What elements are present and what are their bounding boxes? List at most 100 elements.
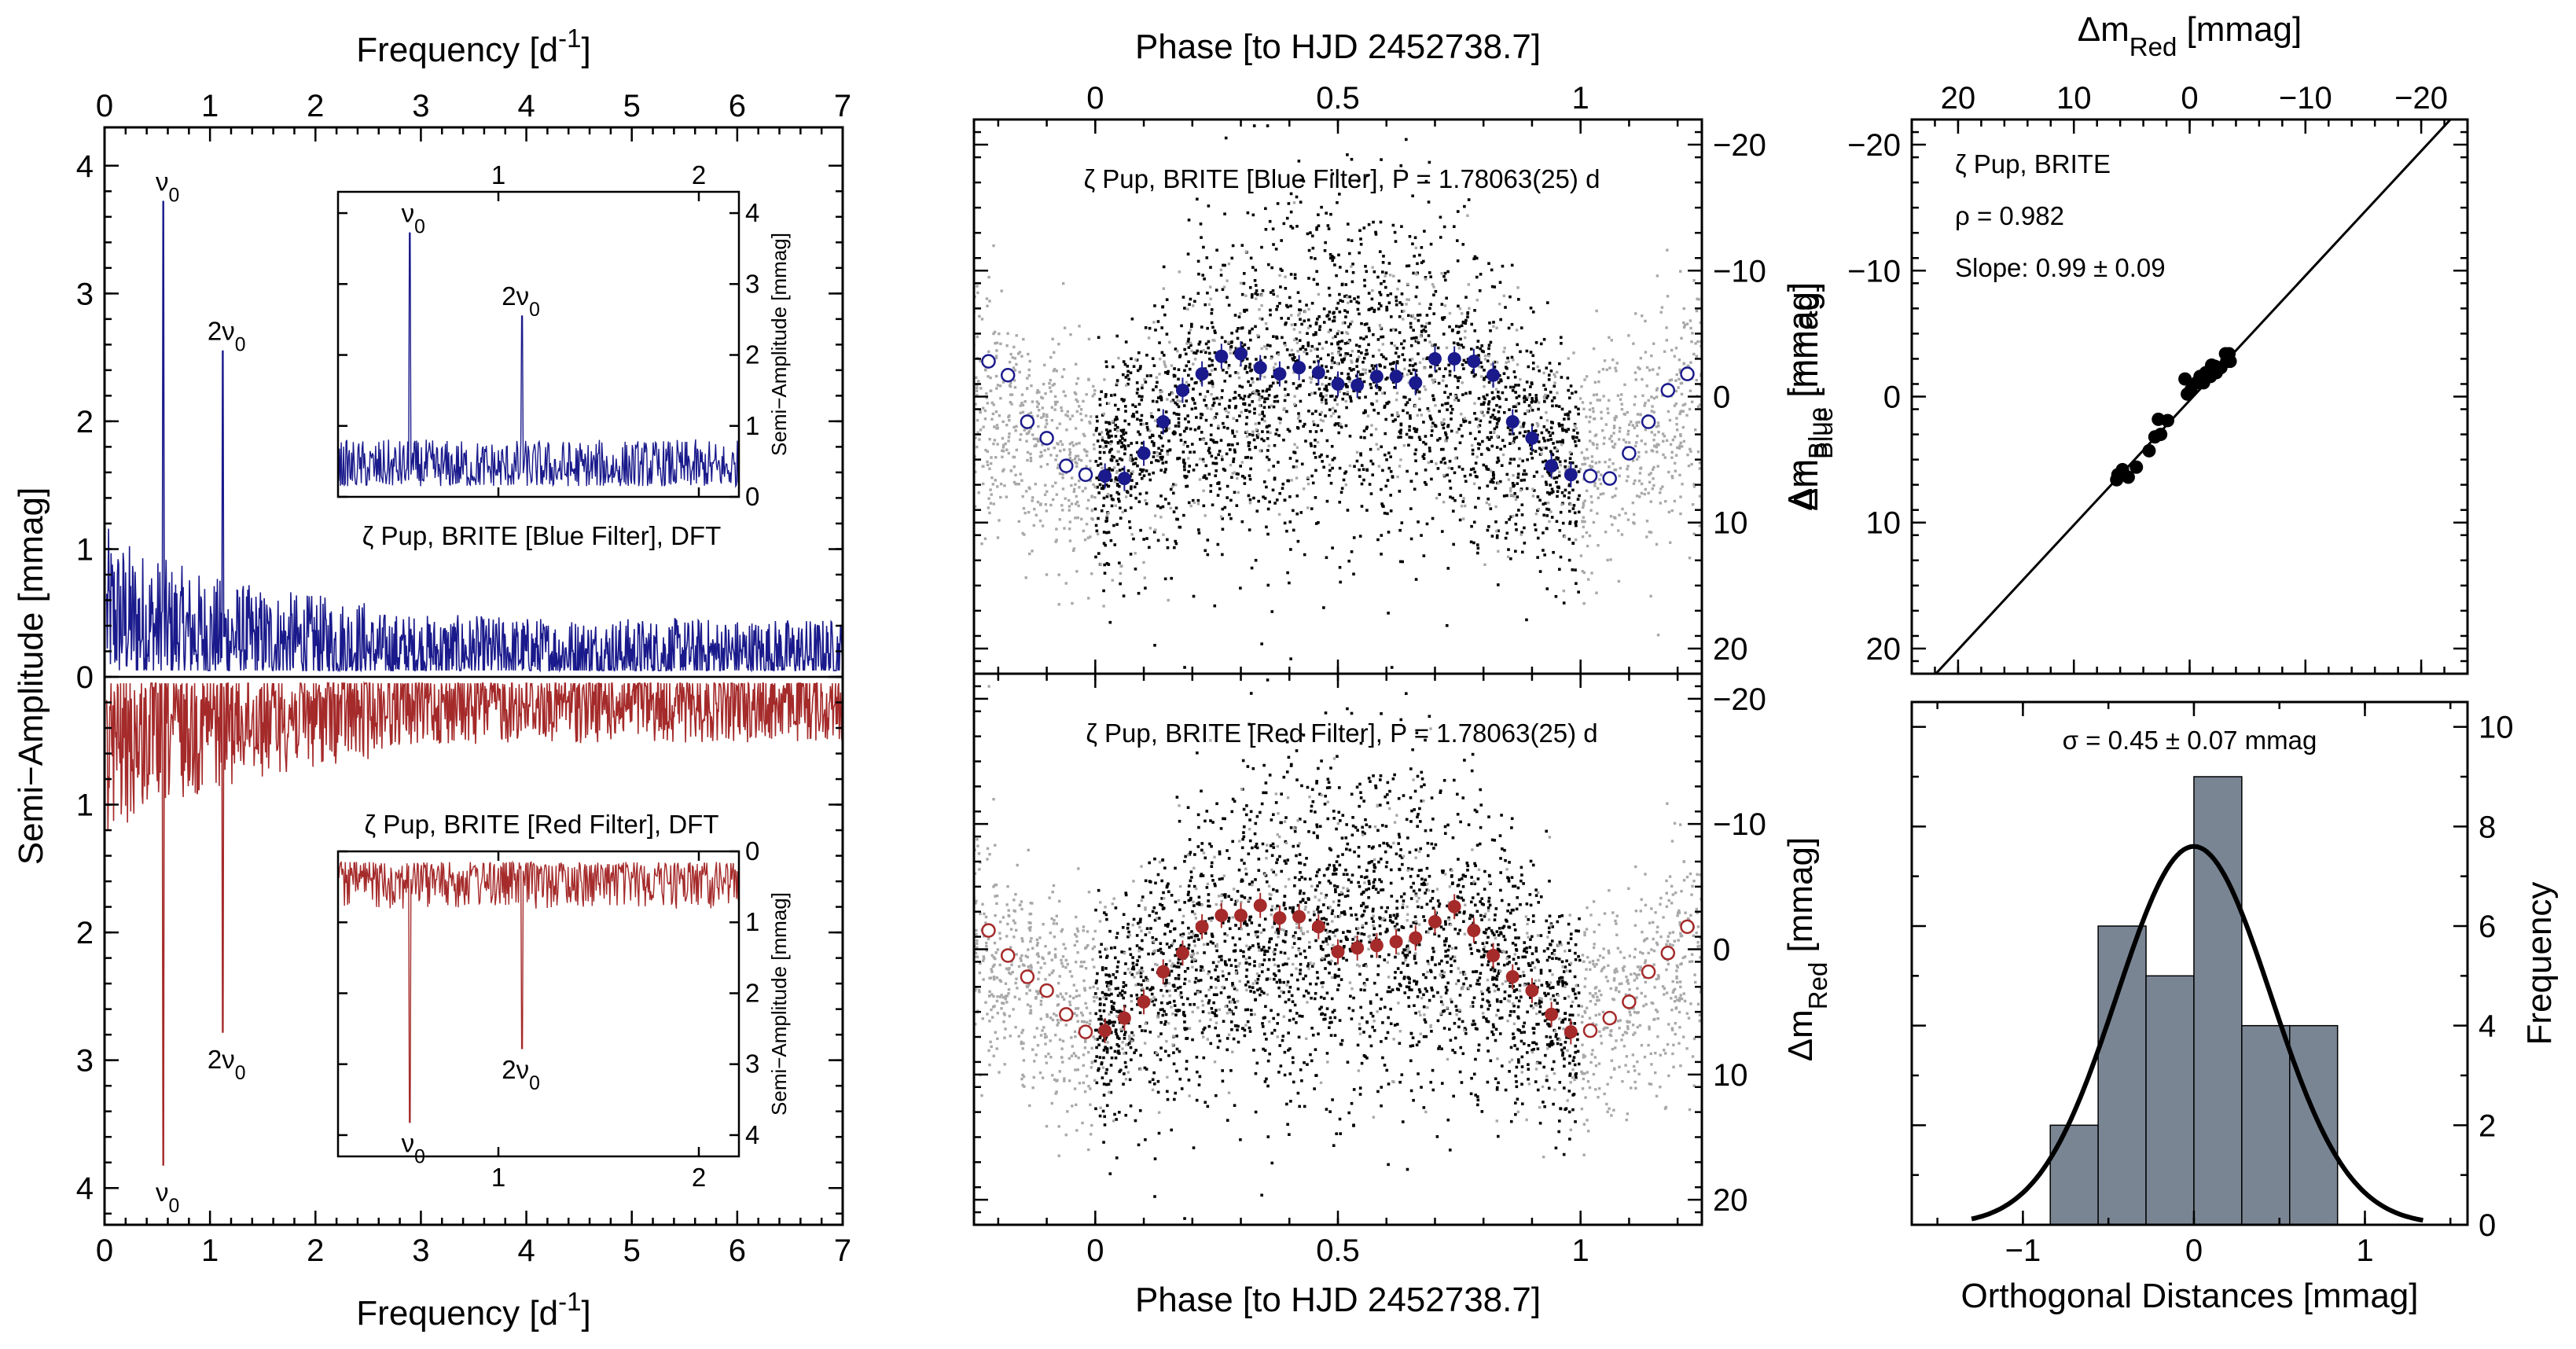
gray-data-point xyxy=(1306,326,1310,329)
gray-data-point xyxy=(1460,413,1463,416)
data-point xyxy=(1511,481,1515,485)
wrapped-data-point xyxy=(1595,393,1599,396)
data-point xyxy=(1310,255,1313,259)
data-point xyxy=(1141,469,1144,473)
data-point xyxy=(1232,1012,1235,1016)
data-point xyxy=(1161,461,1165,465)
data-point xyxy=(1295,195,1299,199)
data-point xyxy=(1397,833,1401,836)
inset-peak-label: 2ν0 xyxy=(502,1055,540,1094)
wrapped-data-point xyxy=(975,389,979,392)
data-point xyxy=(1415,430,1418,433)
wrapped-data-point xyxy=(987,350,990,353)
wrapped-data-point xyxy=(1080,459,1083,462)
data-point xyxy=(1251,944,1255,947)
data-point xyxy=(1216,494,1220,497)
data-point xyxy=(1102,504,1105,508)
wrapped-data-point xyxy=(1597,470,1600,474)
data-point xyxy=(1393,447,1397,450)
wrapped-data-point xyxy=(1014,473,1017,477)
data-point xyxy=(1186,445,1189,448)
wrapped-data-point xyxy=(974,470,977,474)
data-point xyxy=(1193,381,1197,384)
data-point xyxy=(1457,428,1461,431)
data-point xyxy=(1398,1042,1402,1046)
data-point xyxy=(1313,360,1316,364)
data-point xyxy=(1339,911,1343,914)
data-point xyxy=(1549,483,1552,487)
data-point xyxy=(1270,1161,1274,1165)
data-point xyxy=(1462,911,1466,915)
wrapped-data-point xyxy=(1652,439,1655,442)
data-point xyxy=(1448,480,1452,483)
data-point xyxy=(1360,322,1363,325)
data-point xyxy=(1293,451,1297,454)
gray-data-point xyxy=(1457,347,1461,350)
data-point xyxy=(1098,432,1101,436)
data-point xyxy=(1152,1071,1156,1075)
gray-data-point xyxy=(1210,369,1214,372)
wrapped-data-point xyxy=(1626,468,1629,471)
data-point xyxy=(1108,1172,1112,1175)
gray-data-point xyxy=(1226,366,1230,369)
data-point xyxy=(1344,315,1347,318)
data-point xyxy=(1557,422,1561,425)
data-point xyxy=(1123,398,1126,402)
data-point xyxy=(1389,329,1393,332)
data-point xyxy=(1461,1020,1464,1024)
data-point xyxy=(1187,331,1191,335)
wrapped-data-point xyxy=(1069,333,1072,336)
data-point xyxy=(1228,406,1231,409)
data-point xyxy=(1406,401,1409,404)
data-point xyxy=(1137,500,1141,504)
data-point xyxy=(1339,1132,1342,1135)
data-point xyxy=(1348,947,1352,951)
data-point xyxy=(1150,992,1154,996)
wrapped-data-point xyxy=(1027,510,1031,514)
wrapped-binned-point xyxy=(981,354,996,369)
data-point xyxy=(1351,270,1355,274)
data-point xyxy=(1284,840,1288,844)
data-point xyxy=(1490,415,1493,419)
data-point xyxy=(1470,876,1473,879)
data-point xyxy=(1153,857,1156,861)
data-point xyxy=(1400,924,1404,928)
data-point xyxy=(1137,430,1140,434)
data-point xyxy=(1285,410,1288,414)
data-point xyxy=(1478,424,1482,428)
data-point xyxy=(1361,373,1365,377)
wrapped-data-point xyxy=(975,376,978,380)
wrapped-data-point xyxy=(1659,311,1663,314)
data-point xyxy=(1254,325,1257,329)
data-point xyxy=(1187,899,1191,902)
data-point xyxy=(1283,498,1287,502)
blue-spectrum-line xyxy=(105,200,843,673)
data-point xyxy=(1325,387,1328,391)
data-point xyxy=(1270,1009,1273,1013)
data-point xyxy=(1383,511,1387,515)
wrapped-data-point xyxy=(1618,438,1621,441)
gray-data-point xyxy=(1174,483,1178,487)
data-point xyxy=(1534,340,1538,344)
data-point xyxy=(1203,1101,1207,1105)
data-point xyxy=(1499,447,1503,451)
wrapped-data-point xyxy=(1586,578,1590,581)
wrapped-data-point xyxy=(1045,422,1049,425)
wrapped-data-point xyxy=(1605,368,1608,372)
data-point xyxy=(1462,358,1466,362)
wrapped-data-point xyxy=(1029,427,1033,430)
gray-data-point xyxy=(1231,472,1234,475)
gray-data-point xyxy=(1416,414,1419,417)
data-point xyxy=(1107,434,1111,438)
data-point xyxy=(1278,1044,1282,1047)
data-point xyxy=(1490,838,1494,842)
data-point xyxy=(1171,399,1175,402)
data-point xyxy=(1502,963,1506,967)
data-point xyxy=(1123,447,1127,450)
wrapped-data-point xyxy=(1019,472,1022,476)
data-point xyxy=(1534,528,1538,531)
data-point xyxy=(1376,891,1380,895)
data-point xyxy=(1328,377,1332,380)
gray-data-point xyxy=(1260,347,1263,351)
data-point xyxy=(1456,884,1460,888)
